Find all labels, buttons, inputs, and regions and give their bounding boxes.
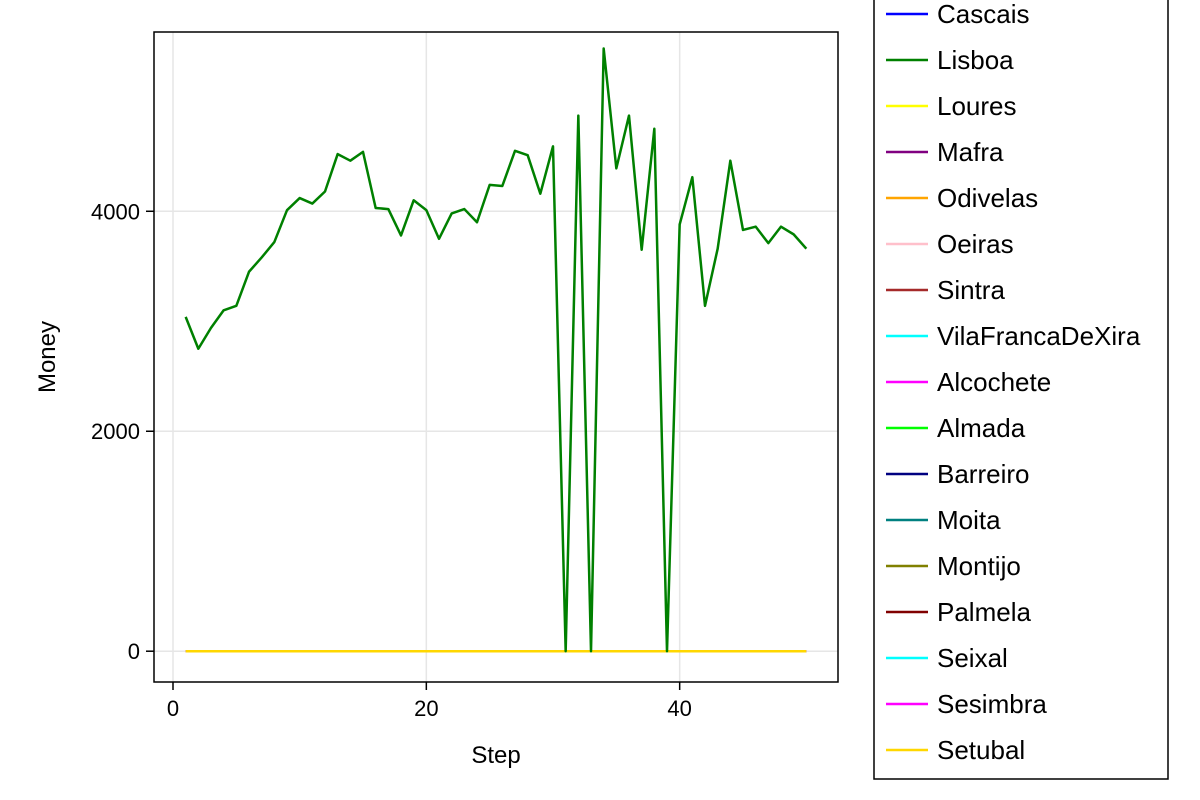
series-lines — [184, 47, 808, 653]
legend-label: Almada — [937, 413, 1026, 443]
legend-label: Sintra — [937, 275, 1005, 305]
axis-ticks: 0 20 40 0 2000 4000 — [91, 199, 692, 721]
x-tick-label: 40 — [667, 696, 691, 721]
legend-label: Setubal — [937, 735, 1025, 765]
legend-box — [873, 0, 1169, 780]
legend-label: Palmela — [937, 597, 1031, 627]
legend-label: Sesimbra — [937, 689, 1047, 719]
legend-label: Lisboa — [937, 45, 1014, 75]
plot-frame — [153, 31, 839, 683]
legend-label: Odivelas — [937, 183, 1038, 213]
legend-label: Barreiro — [937, 459, 1029, 489]
legend-label: Moita — [937, 505, 1001, 535]
grid — [154, 32, 838, 682]
legend-label: Oeiras — [937, 229, 1014, 259]
series-line-lisboa — [184, 47, 808, 653]
legend-label: Loures — [937, 91, 1017, 121]
y-tick-label: 4000 — [91, 199, 140, 224]
legend-label: VilaFrancaDeXira — [937, 321, 1141, 351]
y-tick-label: 0 — [128, 639, 140, 664]
legend-label: Seixal — [937, 643, 1008, 673]
y-axis-label: Money — [34, 321, 61, 393]
legend-label: Mafra — [937, 137, 1004, 167]
x-tick-label: 20 — [414, 696, 438, 721]
legend-label: Cascais — [937, 0, 1029, 29]
legend-label: Alcochete — [937, 367, 1051, 397]
x-axis-label: Step — [471, 742, 520, 769]
legend-label: Montijo — [937, 551, 1021, 581]
x-tick-label: 0 — [167, 696, 179, 721]
legend: Cascais Lisboa Loures Mafra Odivelas Oeiras Si… — [873, 0, 1169, 780]
y-tick-label: 2000 — [91, 419, 140, 444]
